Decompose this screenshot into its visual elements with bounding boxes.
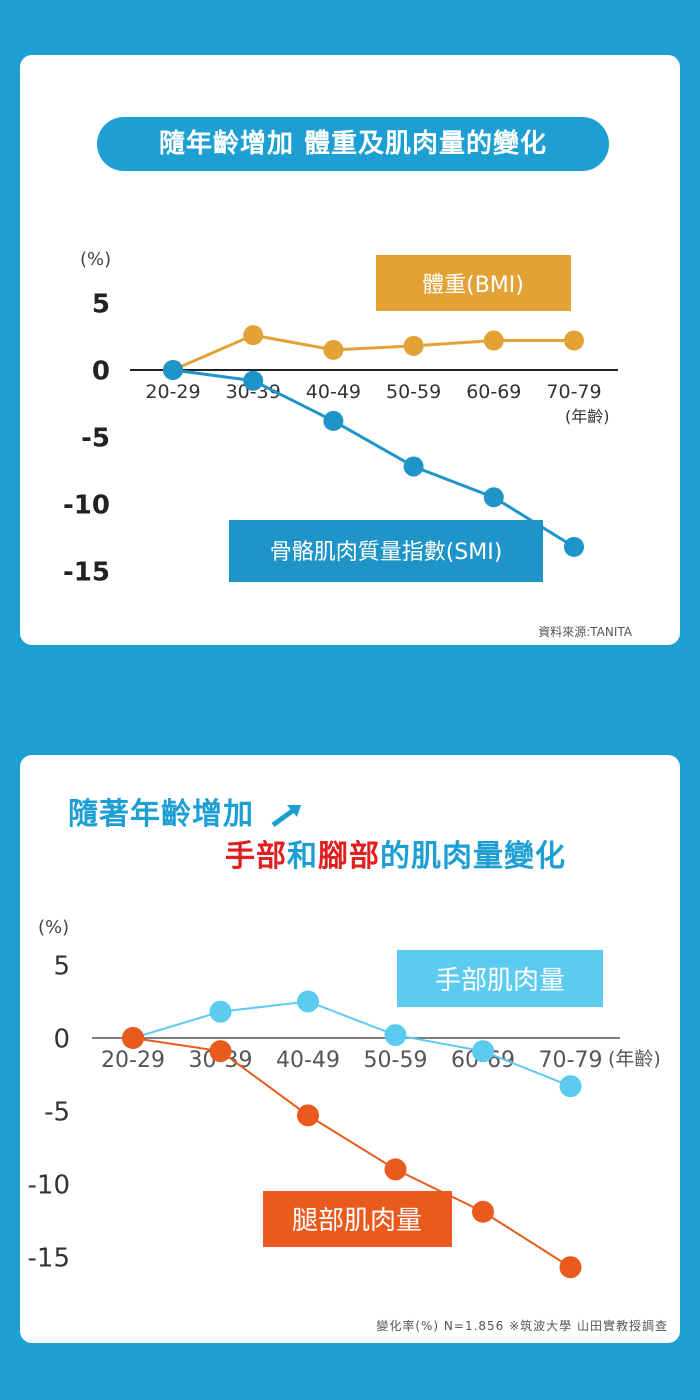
series-0-point (483, 330, 504, 351)
chart1-title: 隨年齡增加 體重及肌肉量的變化 (97, 117, 609, 171)
chart2-hand-label-box (397, 950, 603, 1007)
series-0-point (243, 325, 264, 346)
x-tick-label: 50-59 (364, 1048, 428, 1073)
series-0-point (323, 339, 344, 360)
chart1-source: 資料來源:TANITA (538, 625, 632, 639)
series-line-1 (132, 1037, 572, 1269)
x-tick-label: 50-59 (386, 381, 441, 403)
x-tick-label: 20-29 (101, 1048, 165, 1073)
x-tick-label: 70-79 (546, 381, 601, 403)
chart2-title-leg: 腳部 (318, 839, 380, 874)
chart2-plot: (%) 50-5-10-15 20-2930-3940-4950-5960-69… (28, 917, 661, 1279)
series-1-point (403, 456, 424, 477)
chart2-title-line2: 手部和腳部的肌肉量變化 (225, 831, 566, 875)
chart1-x-suffix: (年齡) (565, 407, 610, 426)
series-1-point (243, 370, 264, 391)
series-0-point (472, 1040, 494, 1063)
series-1-point (163, 360, 183, 380)
y-tick-label: -10 (28, 1170, 70, 1200)
series-0-point (559, 1075, 582, 1098)
x-tick-label: 60-69 (466, 381, 521, 403)
chart2-note: 變化率(%) N=1.856 ※筑波大學 山田實教授調查 (376, 1319, 668, 1333)
chart1-plot: (%) 50-5-10-15 20-29 30-39 40-49 50-59 60-69… (63, 249, 618, 587)
series-1-point (472, 1200, 494, 1223)
chart2-leg-label: 腿部肌肉量 (292, 1206, 422, 1236)
chart2-hand-label: 手部肌肉量 (435, 966, 565, 996)
y-tick-label: 5 (92, 289, 110, 319)
y-tick-label: -15 (28, 1243, 70, 1273)
series-1-point (559, 1256, 582, 1279)
chart2-unit-label: (%) (38, 917, 69, 938)
x-tick-label: 40-49 (276, 1048, 340, 1073)
series-line-0 (172, 333, 574, 372)
y-tick-label: -10 (63, 490, 110, 520)
series-0-point (564, 330, 584, 351)
series-1-point (483, 487, 504, 508)
chart2-title-line1: 隨著年齡增加 (68, 789, 303, 833)
chart1-unit-label: (%) (80, 249, 111, 270)
y-tick-label: 0 (92, 356, 110, 386)
chart2-title-rest: 的肌肉量變化 (380, 839, 566, 874)
series-1-point (323, 410, 344, 431)
chart1-smi-label: 骨骼肌肉質量指數(SMI) (270, 540, 503, 565)
chart1-smi-label-box (229, 520, 543, 582)
x-tick-label: 40-49 (306, 381, 361, 403)
series-0-point (209, 1000, 232, 1023)
chart1-bmi-label-box (376, 255, 571, 311)
y-tick-label: 0 (53, 1024, 70, 1054)
y-tick-label: -5 (81, 423, 110, 453)
series-1-point (384, 1158, 407, 1181)
arrow-up-right-icon (271, 804, 302, 827)
series-line-0 (132, 1000, 571, 1088)
series-0-point (384, 1024, 407, 1047)
y-tick-label: -5 (44, 1097, 70, 1127)
chart2-x-suffix: (年齡) (608, 1048, 661, 1070)
series-1-point (209, 1040, 232, 1063)
series-0-point (297, 990, 319, 1013)
series-1-point (564, 536, 584, 557)
x-tick-label: 20-29 (145, 381, 200, 403)
series-0-point (403, 335, 424, 356)
chart2-title-and: 和 (287, 839, 318, 874)
series-1-point (297, 1104, 319, 1127)
chart2-leg-label-box (263, 1191, 452, 1247)
x-tick-label: 70-79 (539, 1048, 603, 1073)
chart-card-weight-muscle: 隨年齡增加 體重及肌肉量的變化 (%) 5 0 -5 -10 -15 20-29 30-3… (20, 55, 680, 645)
y-tick-label: -15 (63, 557, 110, 587)
y-tick-label: 5 (53, 951, 70, 981)
chart2-title-hand: 手部 (225, 839, 287, 874)
chart2-title-line1-text: 隨著年齡增加 (68, 797, 254, 832)
series-1-point (122, 1027, 144, 1049)
chart1-bmi-label: 體重(BMI) (422, 273, 524, 298)
chart-card-hand-leg-muscle: 隨著年齡增加 手部和腳部的肌肉量變化 (%) 50-5-10-15 20-293… (20, 755, 680, 1343)
series-line-1 (172, 368, 575, 549)
